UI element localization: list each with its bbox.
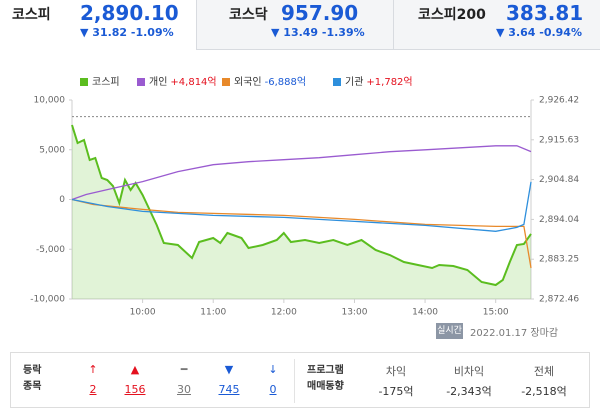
title-line: 프로그램 [307,365,344,376]
stock-count[interactable]: 745 [218,383,240,396]
legend-label: 코스피 [92,76,120,88]
y2-tick-label: 2,872.46 [539,295,579,305]
legend-swatch [137,78,145,86]
realtime-badge[interactable]: 실시간 [436,323,463,339]
legend-name: 코스피 [92,76,120,88]
y-tick-label: -10,000 [30,295,65,305]
index-value: 2,890.10 [80,1,179,25]
index-tab[interactable]: 코스피 2,890.10 ▼ 31.82 -1.09% [0,0,196,50]
direction-symbol: ▲ [130,363,140,376]
stock-count[interactable]: 156 [124,383,146,396]
x-tick-label: 12:00 [271,308,297,318]
stock-count[interactable]: 30 [177,383,191,396]
line [71,145,532,201]
legend-value: +4,814억 [170,76,216,88]
x-tick-label: 14:00 [412,308,438,318]
legend-swatch [80,78,88,86]
index-change: ▼ 3.64 -0.94% [496,26,582,39]
direction-symbol: ━ [180,363,188,376]
legend-value: +1,782억 [366,76,412,88]
column-value: -2,343억 [446,385,492,398]
direction-symbol: ↑ [88,363,98,376]
index-change: ▼ 31.82 -1.09% [80,26,174,39]
legend-swatch [333,78,341,86]
legend-label: 기관 +1,782억 [345,76,413,88]
y-tick-label: 0 [59,195,65,205]
index-name: 코스피 [12,7,51,23]
x-tick-label: 15:00 [483,308,509,318]
index-change: ▼ 13.49 -1.39% [271,26,365,39]
legend-swatch [222,78,230,86]
index-name: 코스닥 [229,7,268,23]
legend-label: 외국인 -6,888억 [234,76,306,88]
legend-name: 외국인 [234,76,262,88]
stock-count[interactable]: 0 [269,383,277,396]
index-tab[interactable]: 코스닥 957.90 ▼ 13.49 -1.39% [196,0,393,50]
y2-tick-label: 2,894.04 [539,215,579,225]
legend-value: -6,888억 [265,76,306,88]
index-name: 코스피200 [418,7,486,23]
legend-label: 개인 +4,814억 [149,76,217,88]
x-tick-label: 10:00 [130,308,156,318]
legend-name: 기관 [345,76,363,88]
column-label: 전체 [533,365,555,378]
x-tick-label: 13:00 [341,308,367,318]
stock-count[interactable]: 2 [89,383,97,396]
column-label: 차익 [385,365,407,378]
column-label: 비차익 [453,365,485,378]
y-tick-label: -5,000 [36,245,65,255]
direction-symbol: ↓ [268,363,278,376]
line [71,124,532,287]
line [71,198,532,269]
title-line: 매매동향 [307,381,344,392]
y2-tick-label: 2,883.25 [539,255,579,265]
column-value: -2,518억 [521,385,567,398]
y2-tick-label: 2,926.42 [539,96,579,106]
divider [294,359,295,403]
index-value: 957.90 [281,1,359,25]
line [71,181,532,232]
title-line: 등락 [23,365,42,376]
legend-name: 개인 [149,76,167,88]
index-value: 383.81 [506,1,584,25]
chart: 10,000 5,000 0 -5,000 -10,000 2,926.42 2,915.6… [30,76,579,318]
area [72,125,531,299]
y-tick-label: 10,000 [34,96,66,106]
column-value: -175억 [378,385,414,398]
x-tick-label: 11:00 [200,308,226,318]
y-tick-label: 5,000 [39,145,65,155]
index-tab[interactable]: 코스피200 383.81 ▼ 3.64 -0.94% [393,0,600,50]
direction-symbol: ▼ [224,363,234,376]
title-line: 종목 [23,381,42,392]
y2-tick-label: 2,904.84 [539,175,579,185]
y2-tick-label: 2,915.63 [539,135,579,145]
status-date: 2022.01.17 장마감 [470,328,559,339]
